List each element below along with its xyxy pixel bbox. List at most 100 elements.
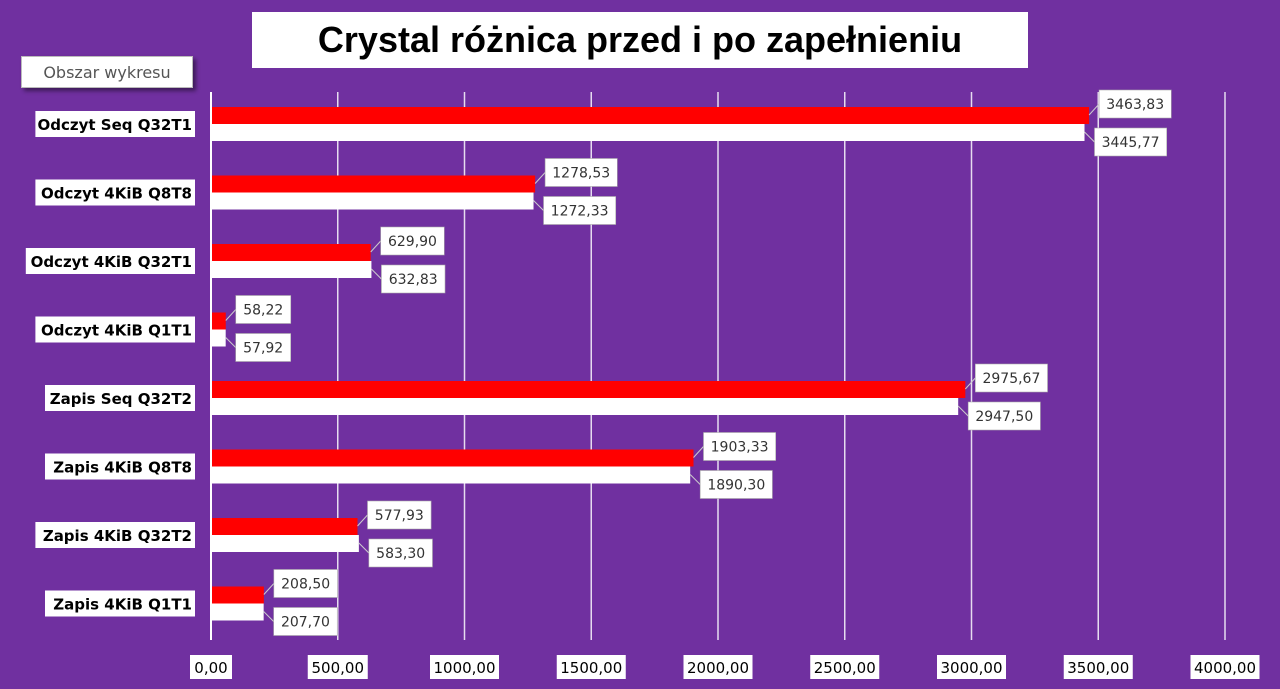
data-label-box (381, 264, 446, 294)
x-tick-label: 500,00 (312, 659, 365, 677)
chart-title-text: Crystal różnica przed i po zapełnieniu (317, 19, 963, 60)
x-tick-label-box (1063, 655, 1133, 679)
leader-line (1088, 103, 1100, 116)
x-tick-label: 0,00 (194, 659, 227, 677)
x-tick-label-box (937, 655, 1006, 679)
data-label: 57,92 (243, 341, 283, 357)
bar-red (211, 449, 694, 467)
bar-red (211, 518, 358, 535)
category-label-box (35, 179, 196, 206)
leader-line (689, 474, 701, 485)
data-label: 629,90 (388, 234, 437, 250)
data-label: 3445,77 (1102, 135, 1160, 151)
x-tick-label: 2000,00 (687, 659, 749, 677)
x-tick-label-box (307, 655, 368, 679)
bar-white (211, 329, 226, 347)
leader-line (693, 446, 704, 458)
bar-red (211, 312, 226, 330)
category-label: Odczyt 4KiB Q1T1 (41, 322, 192, 340)
data-label-box (975, 363, 1048, 393)
data-label: 632,83 (389, 272, 438, 288)
bar-white (211, 261, 372, 278)
data-label-box (703, 432, 776, 461)
x-tick-label-box (556, 655, 626, 679)
leader-line (263, 611, 275, 622)
data-label-box (1098, 89, 1172, 119)
bar-red (211, 175, 536, 193)
data-label: 2975,67 (982, 371, 1040, 387)
data-label-box (367, 500, 432, 530)
data-label: 208,50 (281, 577, 330, 593)
bar-red (211, 586, 264, 604)
data-label: 1890,30 (707, 478, 765, 494)
data-label-box (544, 158, 618, 187)
leader-line (263, 583, 275, 595)
leader-line (358, 542, 370, 554)
data-label: 207,70 (281, 615, 330, 631)
bar-red (211, 244, 371, 261)
x-tick-label-box (190, 655, 232, 679)
bar-white (211, 535, 359, 552)
leader-line (225, 309, 237, 321)
category-label-box (45, 453, 195, 480)
leader-line (225, 337, 237, 348)
leader-line (534, 172, 546, 184)
category-label: Odczyt Seq Q32T1 (37, 116, 192, 134)
x-tick-label: 1500,00 (560, 659, 622, 677)
data-label-box (1094, 127, 1168, 157)
data-label: 3463,83 (1106, 97, 1164, 113)
x-tick-label: 2500,00 (814, 659, 876, 677)
data-label: 583,30 (376, 546, 425, 562)
chart-title: Crystal różnica przed i po zapełnieniu (252, 12, 1028, 68)
leader-line (357, 514, 368, 527)
data-label: 1903,33 (711, 440, 769, 456)
category-label: Zapis 4KiB Q8T8 (53, 459, 192, 477)
data-label-box (699, 470, 773, 499)
category-label-box (35, 111, 196, 137)
x-tick-label-box (430, 655, 499, 679)
chart-area-tooltip: Obszar wykresu (21, 56, 193, 88)
leader-line (370, 240, 382, 253)
data-label-box (368, 538, 433, 568)
bar-white (211, 124, 1085, 141)
data-label-box (235, 333, 291, 362)
data-label-box (543, 196, 617, 225)
category-label-box (35, 522, 196, 548)
x-tick-label: 4000,00 (1194, 659, 1256, 677)
category-label: Odczyt 4KiB Q32T1 (31, 253, 192, 271)
leader-line (1084, 131, 1095, 143)
data-label: 2947,50 (975, 409, 1033, 425)
bar-red (211, 381, 966, 398)
data-label-box (273, 607, 338, 636)
data-label-box (380, 226, 445, 256)
category-label: Zapis 4KiB Q32T2 (43, 527, 192, 545)
data-label-box (967, 401, 1041, 431)
data-label: 577,93 (375, 508, 424, 524)
x-tick-label-box (810, 655, 880, 679)
bar-white (211, 466, 691, 484)
category-label: Zapis Seq Q32T2 (50, 390, 192, 408)
category-label-box (45, 385, 195, 411)
category-label-box (25, 248, 195, 274)
bar-white (211, 603, 264, 621)
x-tick-label-box (1190, 655, 1260, 679)
category-label: Odczyt 4KiB Q8T8 (41, 185, 192, 203)
data-label: 1272,33 (551, 204, 609, 220)
category-label-box (45, 590, 195, 617)
leader-line (964, 377, 976, 390)
data-label-box (273, 569, 338, 598)
x-tick-label-box (683, 655, 753, 679)
category-label-box (35, 316, 196, 343)
data-label: 1278,53 (552, 166, 610, 182)
leader-line (533, 200, 544, 211)
bar-white (211, 398, 959, 415)
leader-line (371, 268, 382, 280)
bar-white (211, 192, 534, 210)
x-tick-label: 3000,00 (940, 659, 1002, 677)
data-label-box (235, 295, 292, 324)
data-label: 58,22 (243, 303, 283, 319)
x-tick-label: 1000,00 (433, 659, 495, 677)
x-tick-label: 3500,00 (1067, 659, 1129, 677)
leader-line (957, 405, 969, 417)
